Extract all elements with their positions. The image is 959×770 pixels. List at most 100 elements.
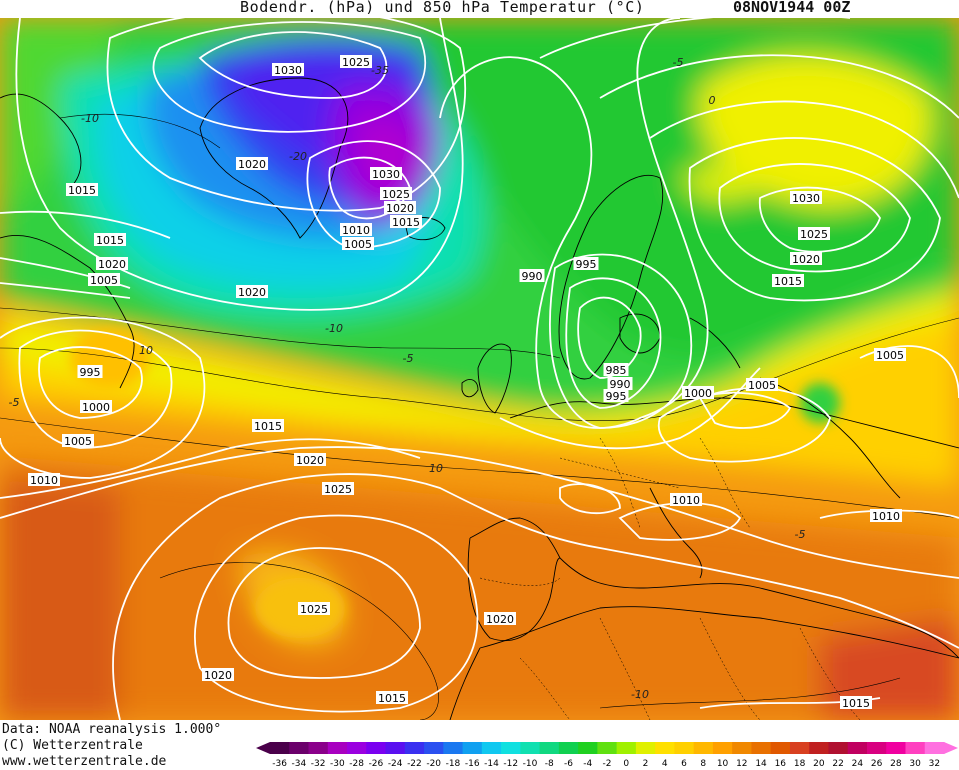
colorbar-swatch <box>578 742 598 754</box>
svg-text:1030: 1030 <box>274 64 302 77</box>
colorbar-swatch <box>751 742 772 754</box>
isobar-label: 995 <box>573 257 599 271</box>
colorbar-swatch <box>270 742 290 754</box>
colorbar-tick-label: 12 <box>736 759 747 769</box>
isobar-label: 1020 <box>96 257 128 271</box>
temperature-contour-label: -20 <box>289 150 307 163</box>
colorbar-swatch <box>539 742 560 754</box>
isobar-label: 1005 <box>874 348 906 362</box>
isobar-label: 1030 <box>272 63 304 77</box>
isobar-label: 1025 <box>322 482 354 496</box>
isobar-label: 1015 <box>252 419 284 433</box>
website-text: www.wetterzentrale.de <box>2 754 167 769</box>
colorbar-tick-label: -24 <box>388 759 403 769</box>
colorbar-tick-label: -14 <box>484 759 499 769</box>
weather-map: 1030 1025 1020 1030 1025 1020 1015 1010 1005 1015… <box>0 18 959 720</box>
isobar-label: 1015 <box>376 691 408 705</box>
svg-text:1015: 1015 <box>96 234 124 247</box>
isobar-label: 1020 <box>484 612 516 626</box>
colorbar-swatch <box>424 742 444 754</box>
isobar-label: 1025 <box>340 55 372 69</box>
temperature-contour-label: 10 <box>429 462 443 475</box>
svg-text:1005: 1005 <box>748 379 776 392</box>
colorbar-swatch <box>481 742 502 754</box>
svg-text:1010: 1010 <box>342 224 370 237</box>
colorbar-swatch <box>347 742 367 754</box>
temperature-contour-label: -35 <box>371 64 389 77</box>
svg-text:1025: 1025 <box>382 188 410 201</box>
isobar-label: 1010 <box>340 223 372 237</box>
isobar-label: 1015 <box>840 696 872 710</box>
temperature-contour-label: -10 <box>81 112 99 125</box>
isobar-label: 1000 <box>682 386 714 400</box>
colorbar-swatch <box>905 742 926 754</box>
svg-text:1020: 1020 <box>204 669 232 682</box>
temperature-contour-label: -5 <box>9 396 20 409</box>
data-source-text: Data: NOAA reanalysis 1.000° <box>2 722 222 737</box>
isobar-label: 990 <box>607 377 633 391</box>
colorbar-swatch <box>501 742 521 754</box>
colorbar-tick-label: 18 <box>794 759 806 769</box>
temperature-contour-label: -10 <box>631 688 649 701</box>
temperature-contour-label: -5 <box>673 56 684 69</box>
svg-text:1020: 1020 <box>238 158 266 171</box>
svg-text:985: 985 <box>606 364 627 377</box>
svg-text:1025: 1025 <box>342 56 370 69</box>
svg-text:995: 995 <box>576 258 597 271</box>
svg-text:1015: 1015 <box>842 697 870 710</box>
isobar-label: 1025 <box>380 187 412 201</box>
isobars <box>0 18 959 720</box>
colorbar-swatch <box>327 742 348 754</box>
svg-text:1020: 1020 <box>238 286 266 299</box>
colorbar-tick-label: -36 <box>272 759 287 769</box>
isobar-label: 1020 <box>236 285 268 299</box>
svg-text:1000: 1000 <box>82 401 110 414</box>
temperature-labels: -10 -20 -35 -5 0 -10 -5 10 -5 10 -5 -10 <box>9 56 806 701</box>
isobar-label: 1020 <box>236 157 268 171</box>
svg-text:1005: 1005 <box>64 435 92 448</box>
colorbar-swatch <box>732 742 752 754</box>
isobar-label: 995 <box>77 365 103 379</box>
isobar-label: 1015 <box>66 183 98 197</box>
svg-text:1005: 1005 <box>90 274 118 287</box>
svg-text:1025: 1025 <box>800 228 828 241</box>
svg-text:1025: 1025 <box>300 603 328 616</box>
colorbar-tick-label: 26 <box>871 759 883 769</box>
isobar-label: 1010 <box>670 493 702 507</box>
svg-text:1015: 1015 <box>68 184 96 197</box>
colorbar-swatch <box>866 742 887 754</box>
svg-text:1020: 1020 <box>486 613 514 626</box>
isobar-label: 1005 <box>88 273 120 287</box>
svg-text:1005: 1005 <box>344 238 372 251</box>
colorbar-tick-label: 16 <box>775 759 787 769</box>
svg-text:1020: 1020 <box>296 454 324 467</box>
colorbar-tick-label: 4 <box>662 759 668 769</box>
temperature-contour-label: -5 <box>403 352 414 365</box>
isobar-label: 1010 <box>870 509 902 523</box>
colorbar-swatch <box>366 742 387 754</box>
colorbar-tick-label: -26 <box>369 759 384 769</box>
colorbar-tick-label: -6 <box>564 759 573 769</box>
isobar-label: 1025 <box>798 227 830 241</box>
svg-text:1000: 1000 <box>684 387 712 400</box>
isobar-label: 1030 <box>790 191 822 205</box>
colorbar-tick-label: 10 <box>717 759 729 769</box>
colorbar-swatch <box>809 742 829 754</box>
svg-text:995: 995 <box>80 366 101 379</box>
isobar-label: 995 <box>603 389 629 403</box>
colorbar-swatch <box>674 742 695 754</box>
isobar-label: 1015 <box>390 215 422 229</box>
isobar-label: 985 <box>603 363 629 377</box>
isobar-labels: 1030102510201030102510201015101010051015… <box>28 55 906 710</box>
colorbar-swatch <box>789 742 810 754</box>
temperature-contour-label: 10 <box>139 344 153 357</box>
colorbar-tick-label: 14 <box>755 759 767 769</box>
colorbar-tick-label: 0 <box>623 759 629 769</box>
svg-text:1030: 1030 <box>792 192 820 205</box>
colorbar-swatch <box>462 742 483 754</box>
svg-text:995: 995 <box>606 390 627 403</box>
colorbar-tick-label: 8 <box>700 759 706 769</box>
isobar-label: 1020 <box>384 201 416 215</box>
isobar-label: 1015 <box>772 274 804 288</box>
colorbar-tick-label: 6 <box>681 759 687 769</box>
